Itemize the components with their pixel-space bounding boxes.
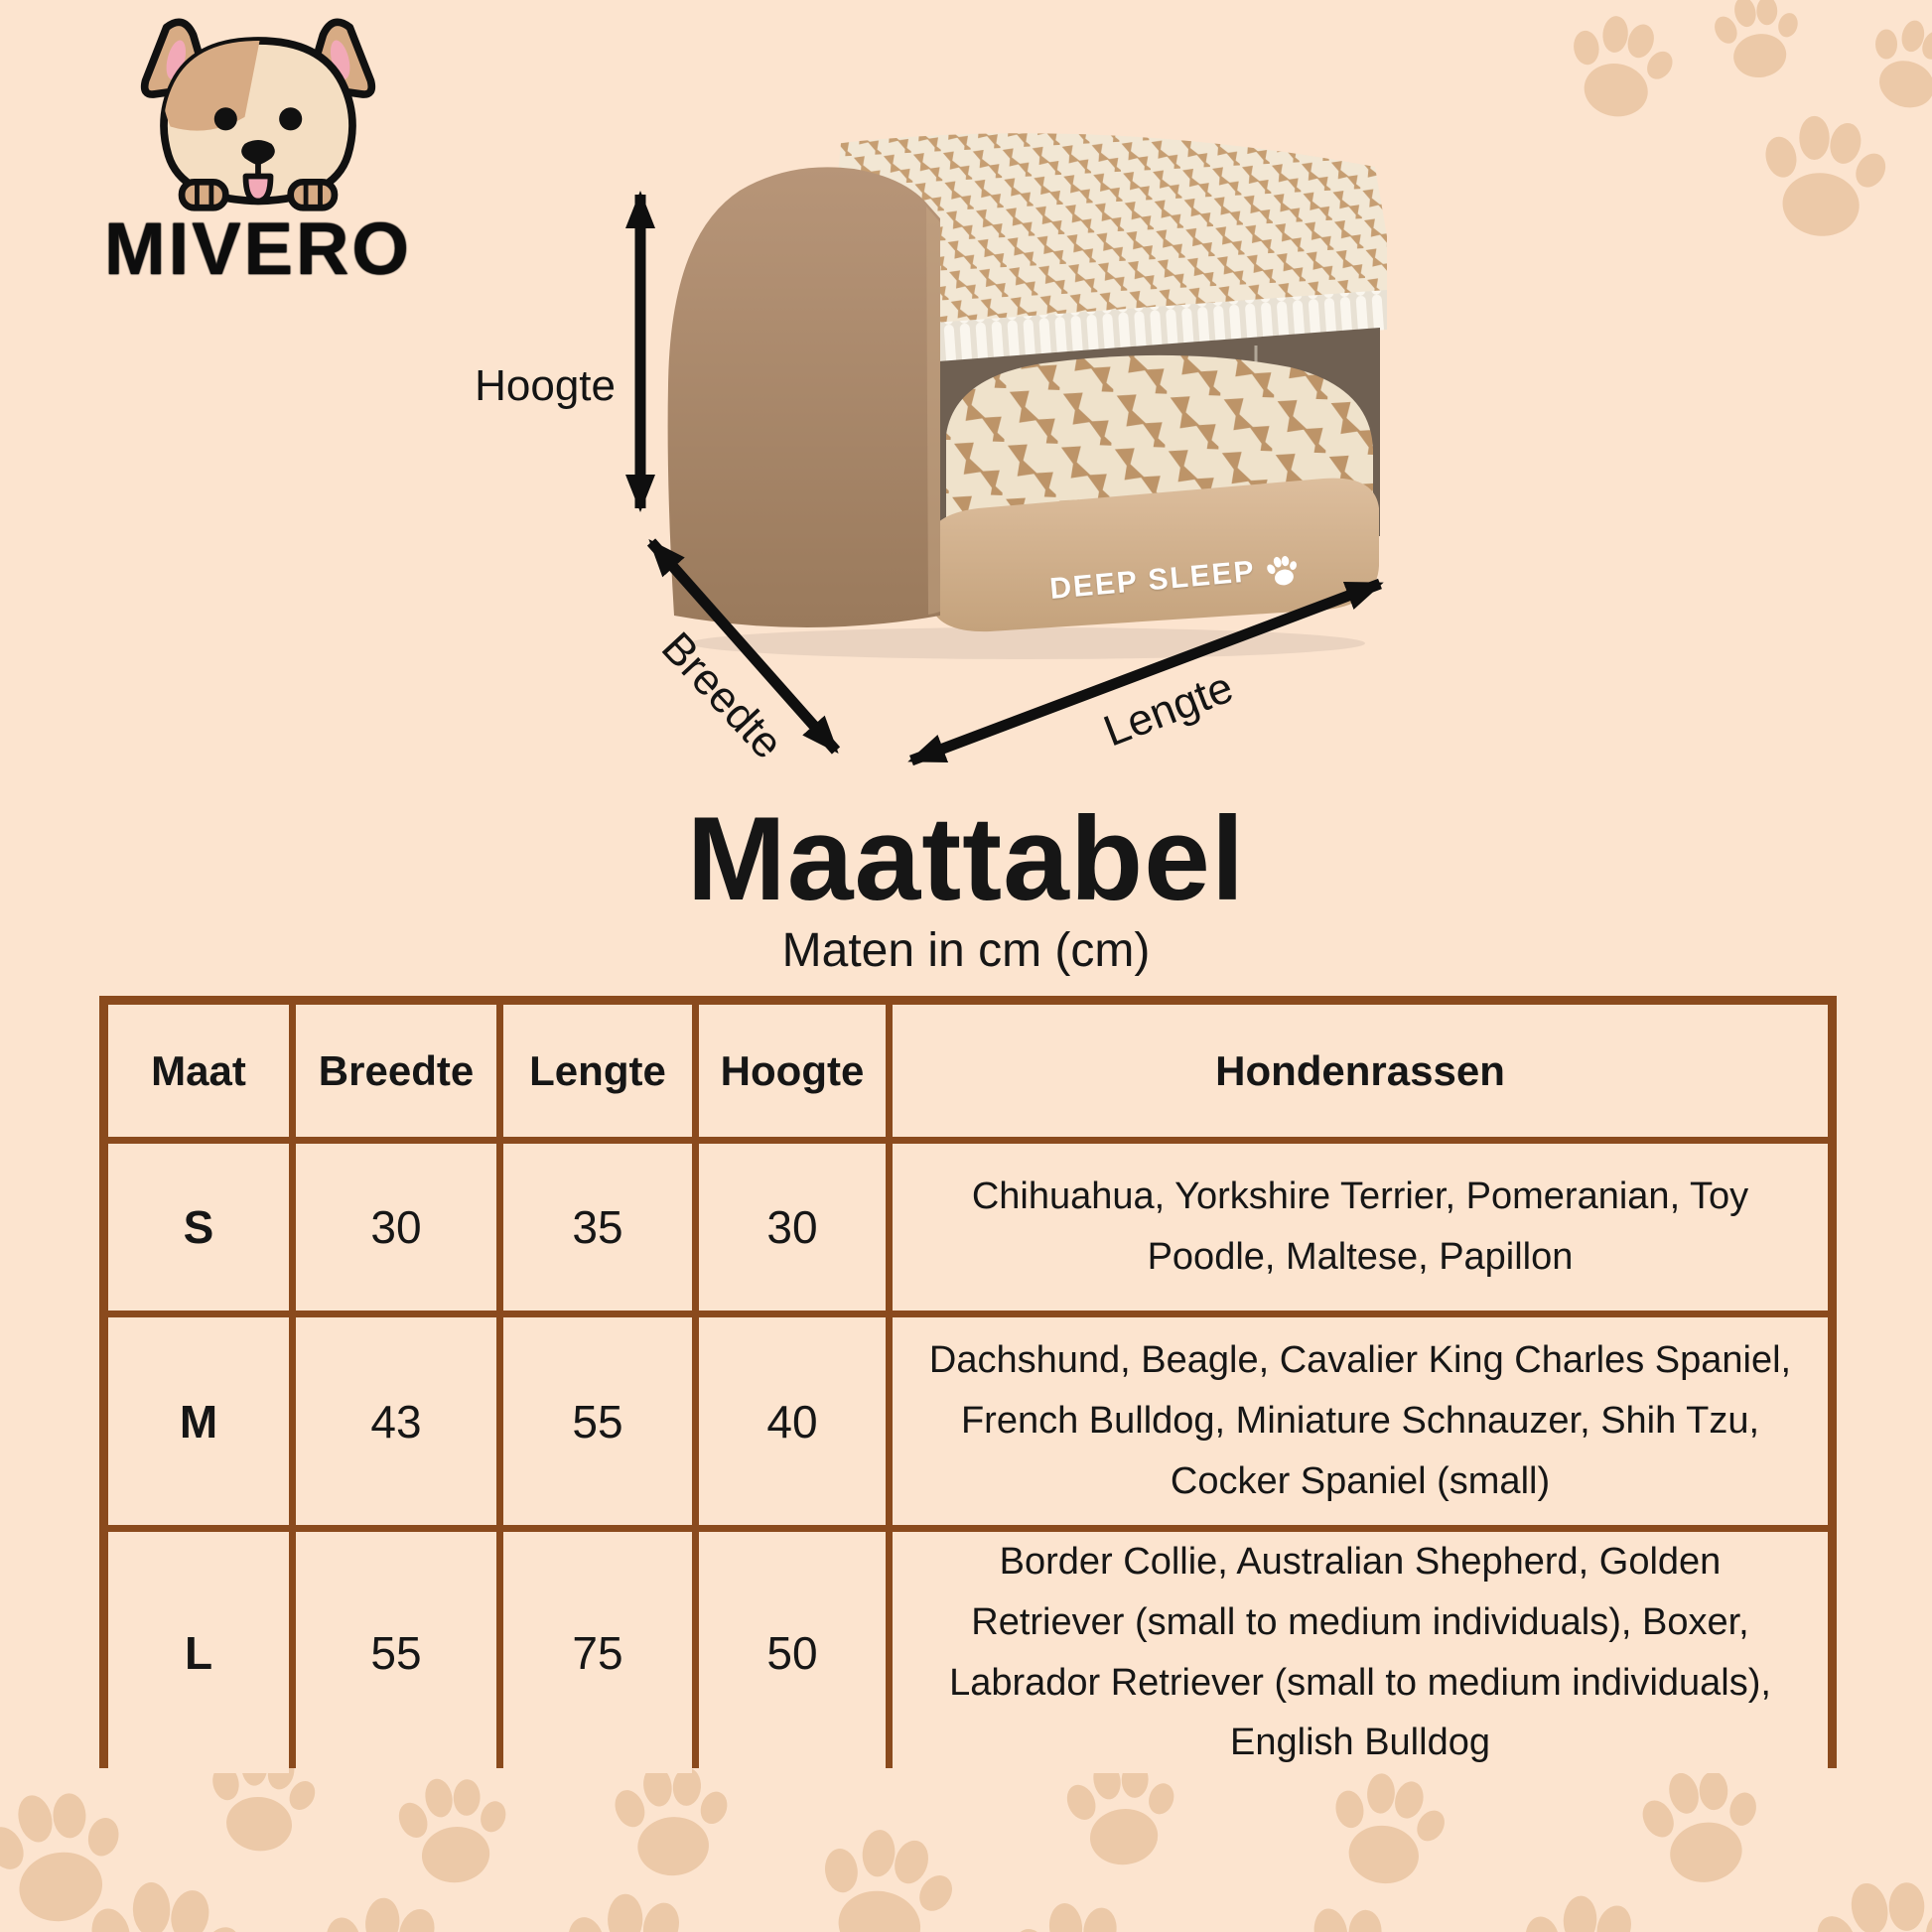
table-cell-breeds: Chihuahua, Yorkshire Terrier, Pomeranian… [893,1144,1828,1311]
table-cell-lengte: 55 [503,1317,692,1525]
column-header-breedte: Breedte [296,1005,496,1137]
table-cell-breedte: 43 [296,1317,496,1525]
brand-name: MIVERO [104,207,412,290]
dog-logo-icon [140,18,376,211]
column-header-hondenrassen: Hondenrassen [893,1005,1828,1137]
paw-print-icon [1555,0,1687,129]
table-cell-breedte: 55 [296,1532,496,1774]
table-cell-hoogte: 40 [699,1317,886,1525]
paw-print-icon [1799,1855,1932,1932]
page-title: Maattabel [686,792,1246,925]
page-subtitle: Maten in cm (cm) [781,924,1151,977]
table-cell-breeds: Dachshund, Beagle, Cavalier King Charles… [893,1317,1828,1525]
paw-print-icon [386,1759,519,1892]
length-dimension-label: Lengte [1097,662,1240,757]
height-dimension-label: Hoogte [475,361,616,410]
table-cell-lengte: 35 [503,1144,692,1311]
size-table: Maat Breedte Lengte Hoogte Hondenrassen … [99,996,1837,1774]
paw-print-icon [1317,1754,1458,1895]
column-header-lengte: Lengte [503,1005,692,1137]
table-cell-hoogte: 30 [699,1144,886,1311]
paw-print-icon [73,1861,253,1932]
table-cell-hoogte: 50 [699,1532,886,1774]
paw-icon [1262,549,1303,590]
paw-print-icon [548,1871,723,1932]
table-cell-size: S [108,1144,289,1311]
table-cell-breedte: 30 [296,1144,496,1311]
paw-print-icon [1005,1888,1154,1932]
table-cell-size: L [108,1532,289,1774]
column-header-maat: Maat [108,1005,289,1137]
column-header-hoogte: Hoogte [699,1005,886,1137]
paw-print-icon [1267,1886,1429,1932]
paw-print-icon [800,1805,970,1932]
product-photo: DEEP SLEEP [640,107,1415,663]
table-cell-lengte: 75 [503,1532,692,1774]
table-cell-breeds: Border Collie, Australian Shepherd, Gold… [893,1532,1828,1774]
paw-print-icon [1749,97,1898,246]
brand-logo: MIVERO [84,10,432,291]
table-cell-size: M [108,1317,289,1525]
paw-print-icon [1704,0,1810,86]
